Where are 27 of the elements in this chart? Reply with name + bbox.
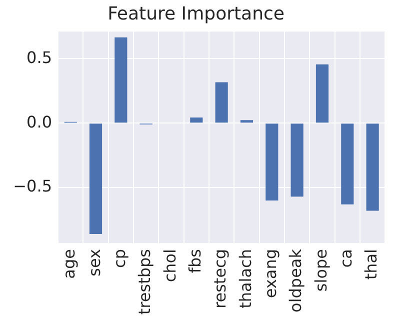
- bar: [316, 64, 329, 123]
- y-tick-label: 0.0: [26, 112, 52, 132]
- bar: [240, 120, 254, 123]
- x-tick-label: thal: [362, 249, 381, 280]
- x-tick-label: thalach: [236, 249, 255, 308]
- bar: [290, 124, 304, 197]
- x-tick-label: oldpeak: [286, 248, 306, 312]
- bar: [215, 82, 228, 123]
- x-tick-label: sex: [84, 249, 104, 276]
- y-tick-label: 0.5: [26, 48, 52, 67]
- x-tick-label: exang: [261, 249, 280, 298]
- x-tick-label: ca: [336, 249, 356, 268]
- bar: [266, 124, 278, 200]
- x-tick-label: slope: [311, 249, 330, 292]
- chart-title: Feature Importance: [108, 3, 284, 24]
- y-tick-label: −0.5: [13, 176, 52, 196]
- bar: [89, 124, 102, 234]
- x-tick-label: fbs: [186, 249, 205, 274]
- x-tick-label: restecg: [210, 249, 230, 308]
- x-tick-label: age: [60, 249, 79, 279]
- bar: [190, 117, 203, 123]
- bar: [341, 124, 354, 204]
- x-tick-label: cp: [110, 249, 130, 268]
- bar: [366, 124, 379, 211]
- bar: [114, 37, 128, 123]
- x-tick-label: chol: [160, 249, 180, 282]
- x-tick-label: trestbps: [135, 249, 154, 315]
